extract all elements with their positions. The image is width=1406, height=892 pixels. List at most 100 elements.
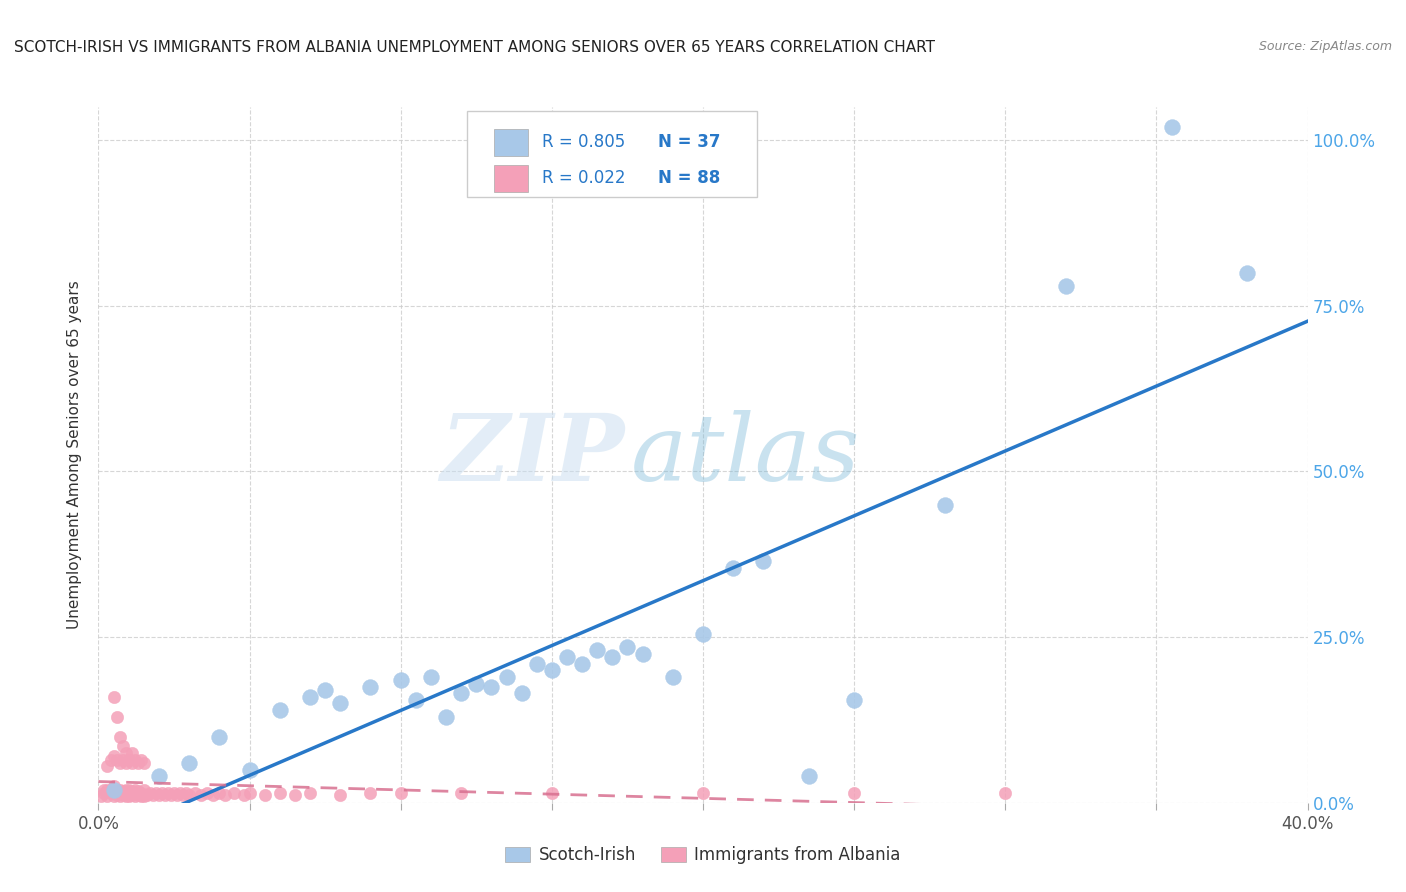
Point bbox=[145, 786, 167, 800]
Point bbox=[269, 786, 291, 800]
Point bbox=[299, 690, 322, 704]
Text: R = 0.805: R = 0.805 bbox=[543, 133, 626, 151]
Point bbox=[481, 680, 503, 694]
Legend: Scotch-Irish, Immigrants from Albania: Scotch-Irish, Immigrants from Albania bbox=[499, 839, 907, 871]
Point bbox=[105, 709, 128, 723]
Point bbox=[631, 647, 654, 661]
Point bbox=[752, 554, 775, 568]
Point bbox=[127, 788, 149, 802]
Point bbox=[329, 697, 352, 711]
Point bbox=[108, 756, 131, 770]
Point bbox=[108, 782, 131, 797]
Point bbox=[129, 789, 152, 804]
Point bbox=[934, 498, 956, 512]
Point bbox=[360, 786, 382, 800]
Point bbox=[661, 670, 683, 684]
Text: ZIP: ZIP bbox=[440, 410, 624, 500]
Point bbox=[1236, 266, 1258, 280]
Point bbox=[121, 788, 143, 802]
Point bbox=[124, 782, 146, 797]
Point bbox=[103, 779, 125, 793]
FancyBboxPatch shape bbox=[467, 111, 758, 197]
Point bbox=[420, 670, 443, 684]
Point bbox=[132, 756, 155, 770]
Point bbox=[571, 657, 593, 671]
Point bbox=[299, 786, 322, 800]
Point bbox=[118, 789, 141, 804]
Point bbox=[797, 769, 820, 783]
Point bbox=[118, 786, 141, 800]
Point bbox=[108, 786, 131, 800]
Point bbox=[108, 730, 131, 744]
Point bbox=[96, 759, 118, 773]
Point bbox=[100, 782, 122, 797]
Point bbox=[105, 788, 128, 802]
Point bbox=[253, 788, 276, 802]
Point bbox=[96, 789, 118, 804]
Point bbox=[465, 676, 488, 690]
Point bbox=[121, 784, 143, 798]
Point bbox=[111, 739, 134, 754]
Point bbox=[510, 686, 533, 700]
Point bbox=[172, 788, 194, 802]
Point bbox=[132, 789, 155, 804]
Point bbox=[124, 753, 146, 767]
Point bbox=[190, 788, 212, 802]
Point bbox=[135, 788, 157, 802]
Point bbox=[208, 730, 231, 744]
Point bbox=[124, 789, 146, 804]
Point bbox=[114, 782, 136, 797]
Point bbox=[540, 663, 562, 677]
Point bbox=[93, 782, 115, 797]
Point bbox=[526, 657, 548, 671]
Point bbox=[329, 788, 352, 802]
Point bbox=[179, 788, 201, 802]
Point bbox=[160, 788, 183, 802]
Bar bbox=[494, 166, 527, 192]
Point bbox=[93, 786, 115, 800]
Point bbox=[495, 670, 517, 684]
Point bbox=[214, 788, 236, 802]
Point bbox=[1054, 279, 1077, 293]
Point bbox=[153, 788, 176, 802]
Point bbox=[114, 789, 136, 804]
Point bbox=[148, 769, 170, 783]
Point bbox=[118, 753, 141, 767]
Point bbox=[723, 560, 745, 574]
Point bbox=[202, 788, 225, 802]
Point bbox=[156, 786, 179, 800]
Point bbox=[121, 756, 143, 770]
Point bbox=[232, 788, 254, 802]
Point bbox=[118, 753, 141, 767]
Point bbox=[129, 786, 152, 800]
Point bbox=[389, 786, 412, 800]
Point bbox=[450, 686, 472, 700]
Point bbox=[434, 709, 457, 723]
Point bbox=[450, 786, 472, 800]
Point bbox=[100, 786, 122, 800]
Point bbox=[224, 786, 246, 800]
Text: SCOTCH-IRISH VS IMMIGRANTS FROM ALBANIA UNEMPLOYMENT AMONG SENIORS OVER 65 YEARS: SCOTCH-IRISH VS IMMIGRANTS FROM ALBANIA … bbox=[14, 40, 935, 55]
Point bbox=[692, 786, 714, 800]
Point bbox=[405, 693, 427, 707]
Point bbox=[121, 746, 143, 760]
Text: N = 37: N = 37 bbox=[658, 133, 721, 151]
Point bbox=[105, 784, 128, 798]
Point bbox=[844, 693, 866, 707]
Point bbox=[90, 789, 112, 804]
Point bbox=[269, 703, 291, 717]
Point bbox=[169, 786, 191, 800]
Point bbox=[184, 786, 207, 800]
Point bbox=[586, 643, 609, 657]
Point bbox=[139, 786, 162, 800]
Text: atlas: atlas bbox=[630, 410, 860, 500]
Point bbox=[1160, 120, 1182, 134]
Point bbox=[105, 753, 128, 767]
Point bbox=[103, 749, 125, 764]
Point bbox=[132, 782, 155, 797]
Point bbox=[96, 782, 118, 797]
Point bbox=[103, 789, 125, 804]
Point bbox=[602, 650, 624, 665]
Bar bbox=[494, 129, 527, 156]
Point bbox=[150, 786, 173, 800]
